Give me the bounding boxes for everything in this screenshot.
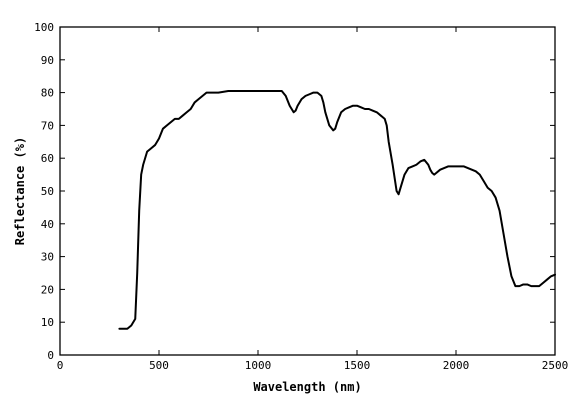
x-tick-label: 0 <box>57 359 64 372</box>
y-tick-label: 0 <box>47 349 54 362</box>
y-tick-label: 60 <box>41 152 54 165</box>
y-tick-label: 50 <box>41 185 54 198</box>
series-group <box>118 89 556 330</box>
y-tick-label: 10 <box>41 316 54 329</box>
x-tick-label: 2500 <box>542 359 569 372</box>
reflectance-series-line <box>118 89 556 330</box>
plot-frame <box>59 26 556 356</box>
x-tick-label: 2000 <box>443 359 470 372</box>
y-tick-label: 30 <box>41 251 54 264</box>
x-tick-label: 500 <box>149 359 169 372</box>
y-tick-label: 90 <box>41 54 54 67</box>
y-tick-label: 70 <box>41 119 54 132</box>
y-tick-label: 100 <box>34 21 54 34</box>
y-tick-label: 20 <box>41 283 54 296</box>
y-tick-label: 80 <box>41 87 54 100</box>
x-axis-title: Wavelength (nm) <box>253 380 361 394</box>
ticks-group: 0 500 1000 1500 2000 2500 0 10 20 30 40 50 60 70 80 90 1… <box>34 21 568 372</box>
plot-frame-group <box>59 26 556 356</box>
x-tick-label: 1000 <box>245 359 272 372</box>
y-axis-title: Reflectance (%) <box>13 137 27 245</box>
y-tick-label: 40 <box>41 218 54 231</box>
x-tick-label: 1500 <box>344 359 371 372</box>
